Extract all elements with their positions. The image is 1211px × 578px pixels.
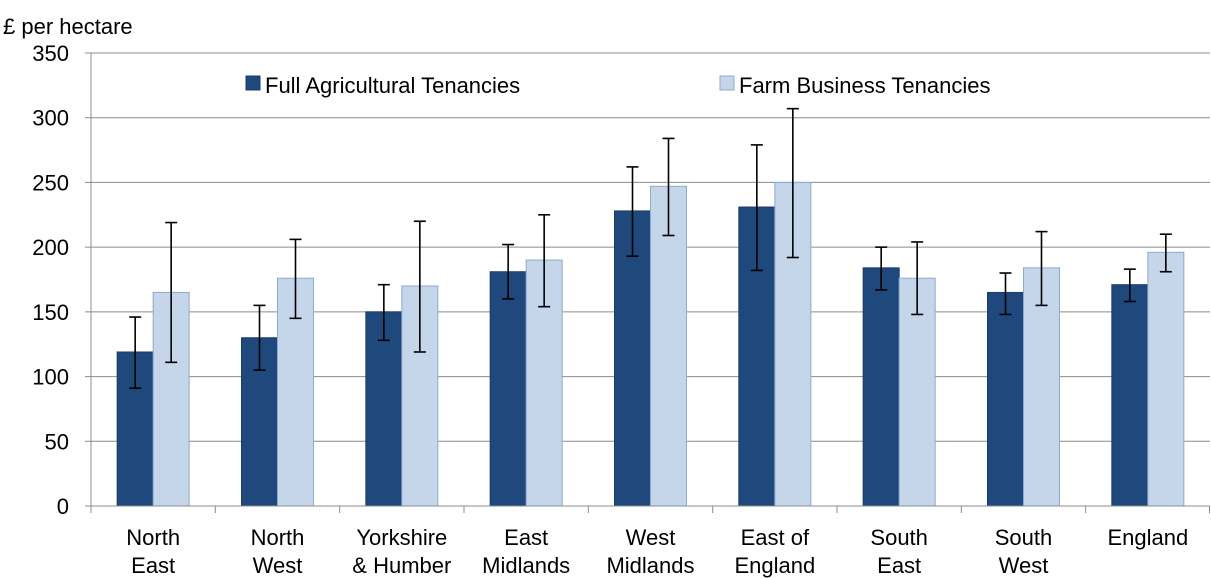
x-category-label: Yorkshire xyxy=(356,525,447,550)
x-category-label: Midlands xyxy=(482,553,570,578)
x-category-label: North xyxy=(251,525,305,550)
x-category-label: East xyxy=(877,553,921,578)
y-tick-label: 350 xyxy=(32,41,69,66)
x-category-label: North xyxy=(126,525,180,550)
bar-farm-business-tenancies xyxy=(650,185,687,507)
bar-farm-business-tenancies xyxy=(1147,251,1185,507)
bar-full-agricultural-tenancies xyxy=(1111,284,1149,507)
y-tick-label: 300 xyxy=(32,106,69,131)
x-category-label: South xyxy=(870,525,928,550)
bar-full-agricultural-tenancies xyxy=(614,210,651,507)
y-tick-label: 50 xyxy=(45,429,69,454)
bar-full-agricultural-tenancies xyxy=(862,267,900,507)
x-category-label: East xyxy=(504,525,548,550)
legend: Full Agricultural Tenancies Farm Busines… xyxy=(245,73,991,98)
legend-label-farm-business-tenancies: Farm Business Tenancies xyxy=(739,73,991,98)
error-bars xyxy=(129,107,1172,390)
x-category-label: East xyxy=(131,553,175,578)
y-tick-label: 100 xyxy=(32,365,69,390)
x-category-label: West xyxy=(999,553,1049,578)
x-category-label: East of xyxy=(741,525,810,550)
bar-full-agricultural-tenancies xyxy=(987,291,1024,507)
x-category-label: South xyxy=(995,525,1053,550)
legend-label-full-agricultural-tenancies: Full Agricultural Tenancies xyxy=(265,73,520,98)
x-category-label: & Humber xyxy=(352,553,451,578)
x-axis-categories: North East North West Yorkshire & Humber East M… xyxy=(126,525,1188,578)
y-axis-unit-label: £ per hectare xyxy=(3,14,133,39)
bar-full-agricultural-tenancies xyxy=(489,271,527,507)
bar-farm-business-tenancies xyxy=(1023,267,1060,507)
y-tick-label: 0 xyxy=(57,494,69,519)
y-tick-label: 250 xyxy=(32,170,69,195)
axes xyxy=(90,53,1210,513)
legend-swatch-farm-business-tenancies xyxy=(719,75,735,91)
y-tick-label: 150 xyxy=(32,300,69,325)
y-axis-ticks: 0 50 100 150 200 250 300 350 xyxy=(32,41,91,519)
x-category-label: West xyxy=(626,525,676,550)
x-category-label: West xyxy=(253,553,303,578)
bars xyxy=(116,181,1185,507)
x-category-label: England xyxy=(734,553,815,578)
x-category-label: England xyxy=(1107,525,1188,550)
legend-swatch-full-agricultural-tenancies xyxy=(245,75,261,91)
y-tick-label: 200 xyxy=(32,235,69,260)
bar-farm-business-tenancies xyxy=(898,277,936,507)
x-category-label: Midlands xyxy=(606,553,694,578)
